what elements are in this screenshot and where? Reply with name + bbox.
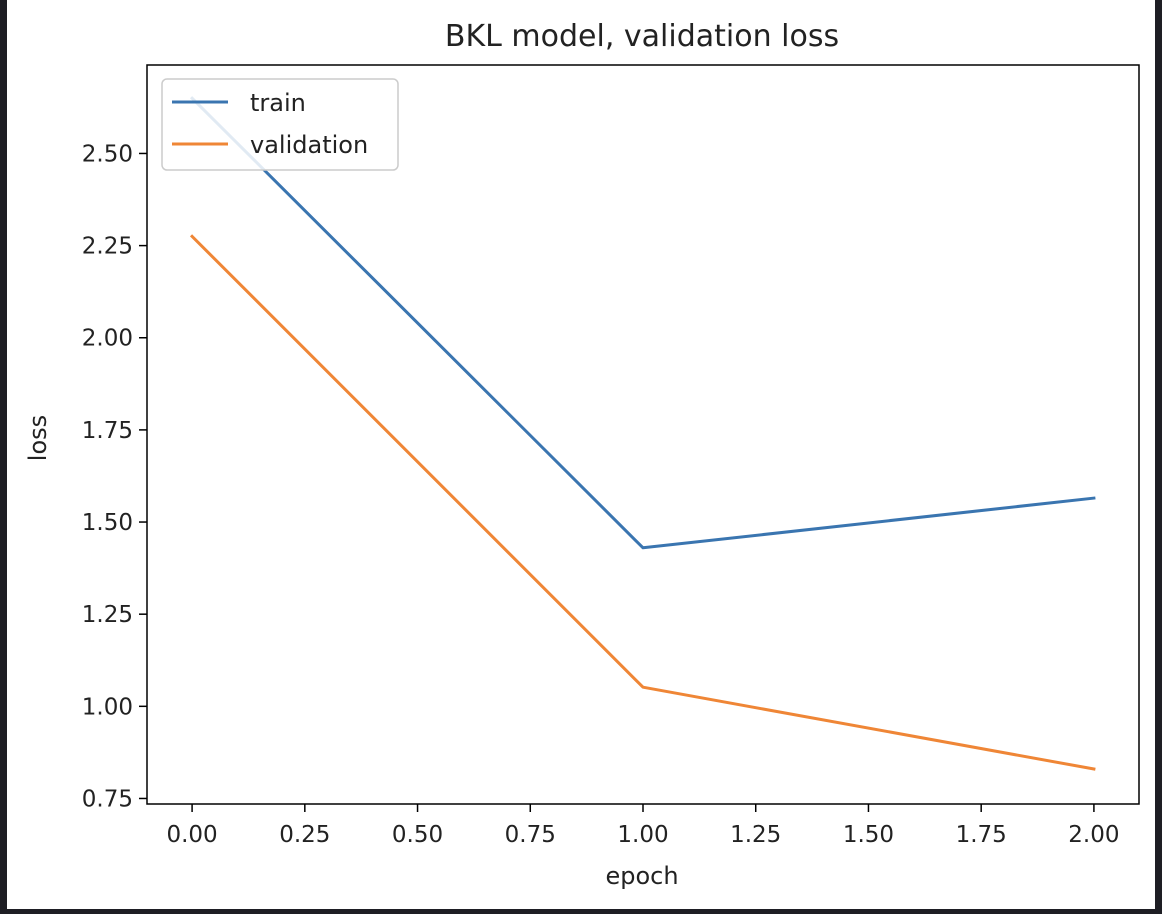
y-tick-label: 2.25 [82,234,133,260]
x-axis-label: epoch [605,862,678,890]
y-tick-label: 1.25 [82,602,133,628]
x-tick-label: 0.25 [279,822,330,848]
series-line-train [189,96,1096,550]
legend-label-validation: validation [250,131,368,159]
x-tick-label: 0.50 [392,822,443,848]
y-tick-label: 0.75 [82,786,133,812]
chart-title: BKL model, validation loss [445,19,839,54]
y-tick-label: 2.50 [82,141,133,167]
series-line-validation [189,234,1096,771]
x-tick-label: 1.50 [843,822,894,848]
axes-box [146,64,1140,805]
legend-label-train: train [250,89,306,117]
x-tick-label: 1.00 [617,822,668,848]
y-tick-label: 1.00 [82,694,133,720]
y-tick-label: 1.50 [82,510,133,536]
x-tick-label: 1.25 [730,822,781,848]
x-tick-label: 0.00 [166,822,217,848]
y-tick-label: 2.00 [82,326,133,352]
x-tick-label: 1.75 [956,822,1007,848]
x-tick-label: 0.75 [505,822,556,848]
plot-area: 0.00 0.25 0.50 0.75 1.00 1.25 1.50 1.75 2.00 0.75… [82,64,1140,848]
y-axis-label: loss [24,415,52,461]
y-tick-label: 1.75 [82,418,133,444]
x-tick-label: 2.00 [1068,822,1119,848]
